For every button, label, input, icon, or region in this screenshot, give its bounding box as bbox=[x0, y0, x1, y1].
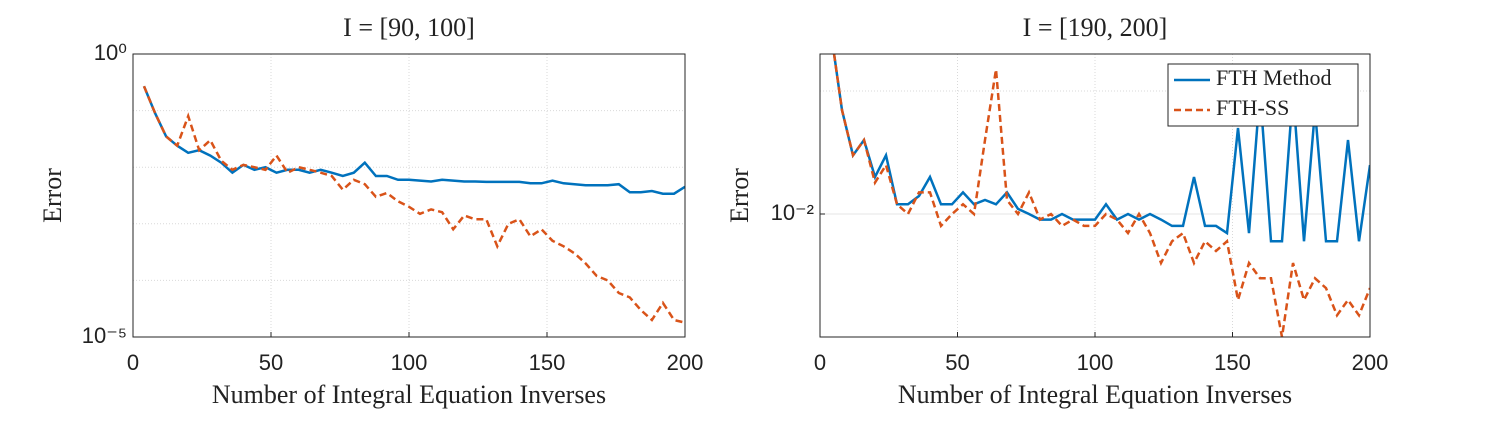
plot-lines bbox=[832, 54, 1370, 337]
x-tick-label: 0 bbox=[127, 350, 139, 375]
x-tick-label: 200 bbox=[667, 350, 704, 375]
chart-title: I = [90, 100] bbox=[343, 13, 475, 42]
legend-box bbox=[1167, 63, 1359, 127]
y-tick-label: 10⁻² bbox=[771, 200, 814, 225]
y-tick-label: 10⁻⁵ bbox=[82, 323, 127, 348]
y-axis-label: Error bbox=[725, 168, 754, 223]
legend-label: FTH Method bbox=[1216, 65, 1332, 90]
x-axis-label: Number of Integral Equation Inverses bbox=[898, 380, 1292, 409]
legend-label: FTH-SS bbox=[1216, 95, 1289, 120]
series-line bbox=[142, 85, 685, 195]
y-tick-label: 10⁰ bbox=[94, 40, 127, 65]
series-line bbox=[832, 54, 1370, 337]
x-tick-label: 100 bbox=[391, 350, 428, 375]
series-line bbox=[142, 85, 685, 324]
y-axis-label: Error bbox=[38, 168, 67, 223]
plot-lines bbox=[142, 85, 685, 324]
x-tick-label: 0 bbox=[814, 350, 826, 375]
x-tick-label: 50 bbox=[945, 350, 969, 375]
x-tick-label: 100 bbox=[1077, 350, 1114, 375]
x-tick-label: 200 bbox=[1352, 350, 1389, 375]
chart-title: I = [190, 200] bbox=[1023, 13, 1168, 42]
x-tick-label: 150 bbox=[1214, 350, 1251, 375]
x-tick-label: 50 bbox=[259, 350, 283, 375]
x-axis-label: Number of Integral Equation Inverses bbox=[212, 380, 606, 409]
x-tick-label: 150 bbox=[529, 350, 566, 375]
